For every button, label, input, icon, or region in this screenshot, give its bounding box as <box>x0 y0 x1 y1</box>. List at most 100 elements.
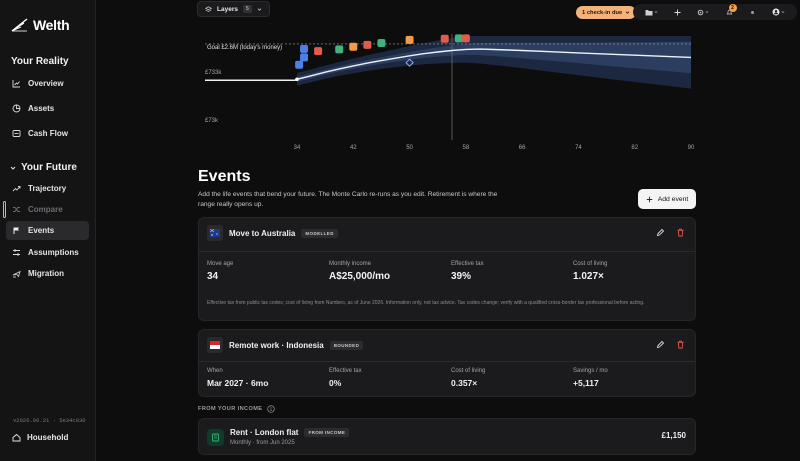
settings-button[interactable] <box>697 9 709 16</box>
edit-icon[interactable] <box>656 228 665 237</box>
event-tag: MODELLED <box>301 228 338 238</box>
sidebar-item-migration[interactable]: Migration <box>6 264 89 283</box>
event-marker[interactable] <box>335 45 344 54</box>
milestone-marker[interactable] <box>405 58 414 67</box>
building-icon <box>207 428 224 446</box>
event-marker[interactable] <box>300 53 309 62</box>
event-card-remote-work-indonesia[interactable]: Remote work · Indonesia BOUNDED When Mar… <box>198 329 696 397</box>
sliders-icon <box>13 249 20 256</box>
gear-icon <box>698 9 704 15</box>
events-subtitle: Add the life events that bend your futur… <box>198 191 498 208</box>
edit-icon[interactable] <box>656 340 665 349</box>
event-marker[interactable] <box>405 35 414 44</box>
sidebar-item-label: Events <box>28 226 55 235</box>
section-your-reality: Your Reality <box>11 56 69 67</box>
section-your-future[interactable]: Your Future <box>10 162 77 173</box>
flag-indonesia-icon <box>207 337 223 353</box>
event-marker[interactable] <box>314 47 323 56</box>
checkin-label: 1 check-in due <box>582 9 623 16</box>
add-button[interactable] <box>674 9 681 16</box>
chevron-down-icon <box>625 11 630 14</box>
stat-value: 0.357× <box>451 378 478 388</box>
trajectory-chart[interactable]: Goal £2.6M (today's money) £733k £73k 34… <box>197 22 697 158</box>
sidebar-item-compare[interactable]: Compare <box>6 200 89 219</box>
checkin-due-button[interactable]: 1 check-in due <box>576 6 637 19</box>
sidebar-item-label: Cash Flow <box>28 129 69 138</box>
x-tick-label: 42 <box>350 145 357 151</box>
layers-button[interactable]: Layers 5 <box>197 1 270 17</box>
flag-australia-icon <box>207 225 223 241</box>
plus-icon <box>646 196 652 202</box>
household-label: Household <box>27 433 69 442</box>
sidebar-item-label: Trajectory <box>28 184 67 193</box>
x-tick-label: 50 <box>406 145 413 151</box>
event-card-move-to-australia[interactable]: Move to Australia MODELLED Move age 34 M… <box>198 217 696 321</box>
stat-label: Effective tax <box>329 368 362 374</box>
card-divider <box>199 361 695 362</box>
stat-label: Move age <box>207 261 234 267</box>
trend-up-icon <box>12 186 21 192</box>
income-item-tag: FROM INCOME <box>304 428 350 437</box>
event-marker[interactable] <box>300 44 309 53</box>
income-item-rent-london[interactable]: Rent · London flat FROM INCOME Monthly ·… <box>198 418 696 455</box>
stat-savings-per-month: Savings / mo +5,117 <box>573 368 608 388</box>
sidebar-item-overview[interactable]: Overview <box>6 74 89 93</box>
event-marker[interactable] <box>295 60 304 69</box>
info-icon[interactable] <box>267 405 276 413</box>
household-button[interactable]: Household <box>12 433 68 442</box>
sidebar: Welth Your Reality Overview Assets Cash … <box>0 0 96 461</box>
trash-icon[interactable] <box>676 228 685 237</box>
sidebar-item-trajectory[interactable]: Trajectory <box>6 179 89 198</box>
sidebar-item-label: Compare <box>28 205 63 214</box>
stat-value: Mar 2027 · 6mo <box>207 378 269 388</box>
add-event-button[interactable]: Add event <box>638 189 696 209</box>
layers-label: Layers <box>217 5 238 13</box>
sidebar-item-assets[interactable]: Assets <box>6 99 89 118</box>
trash-icon[interactable] <box>676 340 685 349</box>
notifications-button[interactable]: 2 <box>726 3 737 16</box>
y-tick-label: £73k <box>205 118 219 124</box>
chevron-down-icon <box>705 11 709 14</box>
tax-disclaimer: Effective tax from public tax codes; cos… <box>207 300 645 306</box>
stat-value: 39% <box>451 271 472 282</box>
stat-label: Cost of living <box>573 261 608 267</box>
theme-toggle-button[interactable] <box>749 9 756 16</box>
from-income-header: FROM YOUR INCOME <box>198 405 276 413</box>
stat-label: When <box>207 368 223 374</box>
stat-value: 0% <box>329 378 342 388</box>
account-button[interactable] <box>772 8 785 16</box>
outcome-band-inner <box>297 41 691 82</box>
stat-effective-tax: Effective tax 0% <box>329 368 362 388</box>
event-marker[interactable] <box>461 34 470 43</box>
stat-label: Effective tax <box>451 261 484 267</box>
app-logo[interactable]: Welth <box>11 17 70 33</box>
stat-move-age: Move age 34 <box>207 261 233 282</box>
sidebar-item-assumptions[interactable]: Assumptions <box>6 243 89 262</box>
event-marker[interactable] <box>440 34 449 43</box>
home-icon <box>12 433 21 442</box>
event-name: Remote work · Indonesia <box>229 340 324 350</box>
event-marker[interactable] <box>349 42 358 51</box>
income-item-sub: Monthly · from Jun 2025 <box>230 440 295 446</box>
user-icon <box>772 8 780 16</box>
stat-cost-of-living: Cost of living 1.027× <box>573 261 607 282</box>
plane-icon <box>12 270 21 278</box>
stat-value: +5,117 <box>573 378 599 388</box>
stat-label: Monthly income <box>329 261 372 267</box>
plus-icon <box>674 9 681 15</box>
section-your-future-label: Your Future <box>21 162 77 173</box>
x-tick-label: 66 <box>519 145 526 151</box>
chevron-down-icon <box>781 11 785 14</box>
event-marker[interactable] <box>377 39 386 48</box>
stat-effective-tax: Effective tax 39% <box>451 261 484 282</box>
goal-label: Goal £2.6M (today's money) <box>207 45 282 51</box>
x-tick-label: 74 <box>575 145 582 151</box>
event-tag: BOUNDED <box>329 340 364 350</box>
sidebar-item-cash-flow[interactable]: Cash Flow <box>6 124 89 143</box>
sidebar-item-events[interactable]: Events <box>6 221 89 240</box>
folder-button[interactable] <box>645 9 658 16</box>
folder-icon <box>645 9 653 15</box>
event-marker[interactable] <box>363 40 372 49</box>
scroll-indicator <box>3 201 6 218</box>
event-marker[interactable] <box>454 34 463 43</box>
